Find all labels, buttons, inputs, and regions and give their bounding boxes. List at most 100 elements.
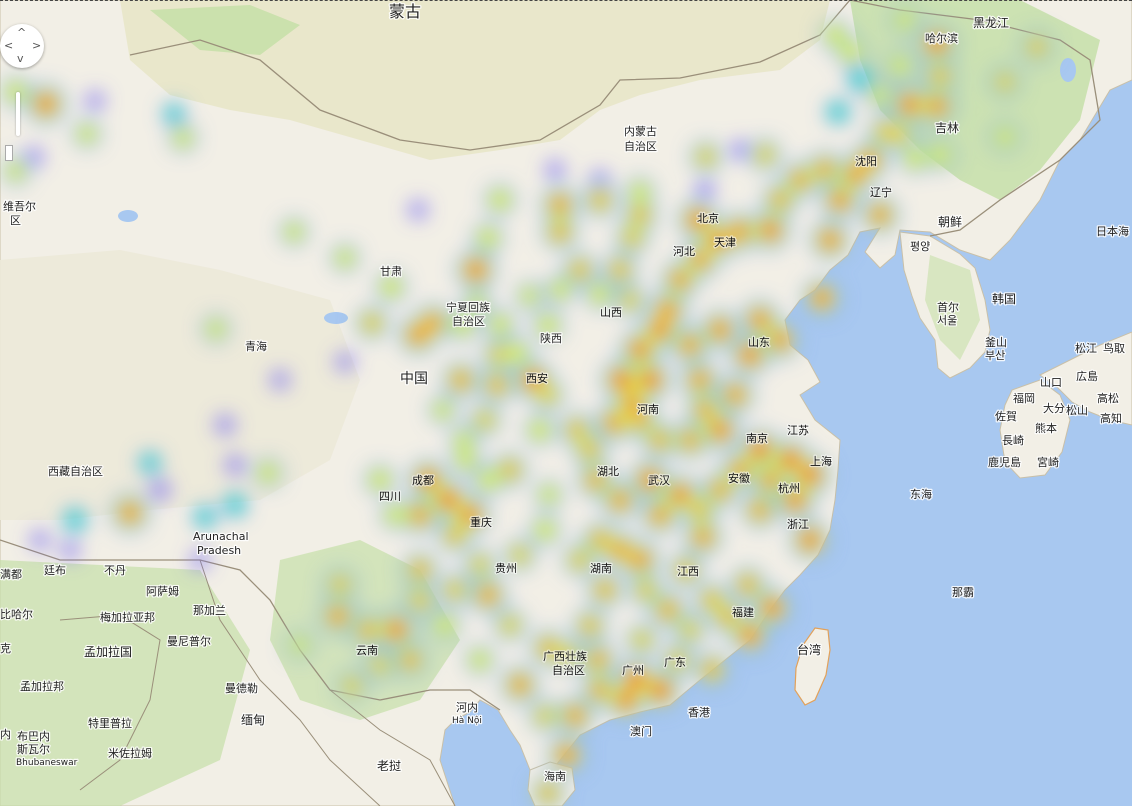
label-jilin: 吉林	[935, 121, 959, 135]
pan-right-icon[interactable]: >	[32, 39, 42, 52]
heat-point-1-183	[140, 453, 160, 473]
heat-point-3-129	[786, 491, 804, 509]
heat-point-3-41	[475, 560, 485, 570]
label-chengdu: 成都	[412, 474, 434, 487]
pan-down-icon[interactable]: v	[17, 52, 24, 65]
label-hanoi-zh: 河内	[456, 700, 478, 714]
heat-point-3-81	[632, 552, 648, 568]
heat-point-1-182	[64, 509, 86, 531]
label-yamaguchi: 山口	[1040, 376, 1062, 389]
heat-point-3-76	[742, 579, 754, 591]
label-bhubaneswar-zh-1: 布巴内	[17, 729, 50, 743]
label-kagoshima: 鹿児島	[988, 455, 1021, 469]
heat-point-3-96	[613, 371, 631, 389]
heat-point-3-106	[761, 221, 779, 239]
label-matsuyama: 松山	[1066, 403, 1088, 417]
label-south-korea: 韩国	[992, 291, 1016, 306]
heat-point-2-37	[385, 505, 405, 525]
label-bhubaneswar-zh-2: 斯瓦尔	[17, 743, 50, 756]
label-guangxi-1: 广西壮族	[543, 649, 587, 663]
heat-point-3-65	[627, 671, 645, 689]
pan-control-icon[interactable]: ^ < > v	[0, 24, 44, 68]
heat-point-3-92	[589, 473, 603, 487]
heat-point-3-72	[637, 635, 647, 645]
heat-point-3-104	[689, 211, 707, 229]
heat-point-3-22	[543, 390, 553, 400]
heat-point-2-145	[550, 280, 570, 300]
border-southwest	[0, 539, 501, 711]
greenery-indochina	[0, 560, 250, 806]
heat-point-3-31	[419, 471, 437, 489]
mongolia-steppe	[120, 0, 830, 160]
label-shanxi: 山西	[600, 306, 622, 319]
label-tibet: 西藏自治区	[48, 464, 103, 478]
label-west-bengal: 孟加拉邦	[20, 679, 64, 693]
heat-point-3-181	[122, 505, 138, 521]
label-heilongjiang: 黑龙江	[973, 16, 1009, 30]
heat-point-2-4	[6, 161, 26, 181]
label-xinjiang-2: 区	[10, 214, 21, 227]
heat-point-3-60	[567, 708, 583, 724]
label-jiangsu: 江苏	[787, 424, 809, 437]
heat-point-2-146	[520, 286, 540, 306]
heat-point-0-184	[147, 477, 173, 503]
label-guangzhou: 广州	[622, 664, 644, 677]
heat-point-2-27	[433, 400, 453, 420]
heat-point-3-120	[741, 346, 759, 364]
taiwan-island	[794, 627, 831, 706]
label-tripura: 特里普拉	[88, 716, 132, 730]
heat-point-3-13	[410, 327, 426, 343]
label-bhubaneswar-en: Bhubaneswar	[16, 758, 78, 768]
label-hubei: 湖北	[597, 465, 619, 478]
heat-point-2-9	[284, 222, 304, 242]
label-assam: 阿萨姆	[146, 584, 179, 598]
label-anhui: 安徽	[728, 471, 750, 485]
heat-point-0-158	[728, 138, 752, 162]
label-macau: 澳门	[630, 724, 652, 738]
label-guangxi-2: 自治区	[552, 663, 585, 677]
label-myanmar: 缅甸	[241, 713, 265, 727]
heat-point-3-170	[880, 127, 890, 137]
zoom-slider-icon[interactable]	[16, 92, 20, 136]
heat-point-2-150	[477, 227, 499, 249]
heat-point-2-152	[467, 293, 487, 313]
heat-point-3-85	[641, 585, 651, 595]
heat-point-3-138	[552, 197, 568, 213]
label-meghalaya: 梅加拉亚邦	[100, 610, 155, 624]
heat-point-2-39	[534, 519, 556, 541]
heat-point-3-157	[760, 150, 770, 160]
heat-point-3-118	[712, 322, 728, 338]
heat-point-2-54	[434, 614, 456, 636]
pan-left-icon[interactable]: <	[4, 39, 14, 52]
label-arunachal-2: Pradesh	[197, 544, 241, 557]
heat-point-0-190	[268, 368, 292, 392]
heat-point-0-161	[588, 168, 612, 192]
heat-point-3-108	[793, 173, 807, 187]
label-mandalay: 曼德勒	[225, 681, 258, 695]
label-saga: 佐賀	[995, 409, 1017, 423]
label-arunachal-1: Arunachal	[193, 530, 249, 543]
heat-point-3-34	[412, 507, 428, 523]
heat-point-3-149	[467, 261, 485, 279]
heat-point-3-113	[822, 232, 838, 248]
label-china: 中国	[400, 371, 428, 387]
heat-point-3-79	[722, 611, 734, 623]
zoom-handle[interactable]	[5, 145, 13, 161]
frame-border	[0, 0, 1132, 1]
label-bhutan: 不丹	[104, 564, 126, 577]
heat-point-2-21	[537, 314, 559, 336]
label-oita: 大分	[1043, 401, 1065, 415]
heat-point-3-123	[698, 403, 712, 417]
heat-point-3-86	[680, 564, 692, 576]
heat-point-2-153	[452, 314, 474, 336]
label-guizhou: 贵州	[495, 562, 517, 575]
label-bihar: 比哈尔	[0, 608, 33, 621]
heat-point-3-95	[624, 395, 640, 411]
heat-point-2-23	[529, 419, 551, 441]
pan-up-icon[interactable]: ^	[17, 26, 27, 39]
label-xian: 西安	[526, 371, 548, 385]
label-hanoi-vi: Hà Nội	[452, 715, 482, 726]
heat-point-2-177	[929, 144, 951, 166]
